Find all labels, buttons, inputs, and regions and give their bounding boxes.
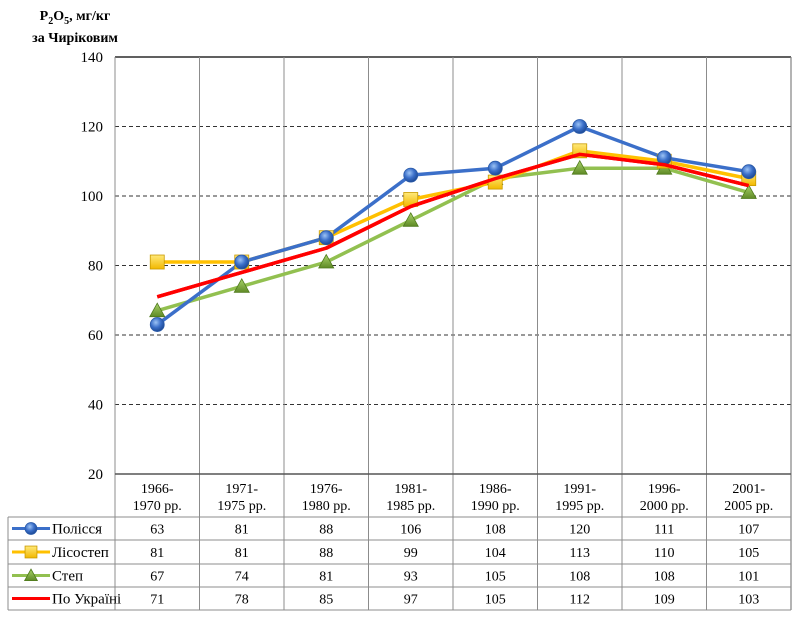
x-tick-label: 2005 рр. bbox=[724, 499, 773, 514]
table-cell: 81 bbox=[319, 570, 333, 585]
triangle-marker bbox=[233, 278, 250, 293]
circle-marker bbox=[403, 167, 419, 183]
circle-marker bbox=[234, 254, 250, 270]
x-tick-label: 2000 рр. bbox=[640, 499, 689, 514]
square-marker bbox=[24, 545, 38, 559]
series-line-1 bbox=[156, 124, 750, 326]
x-tick-label: 1991- bbox=[563, 482, 596, 497]
triangle-marker bbox=[571, 159, 588, 175]
y-tick-label: 40 bbox=[88, 398, 103, 414]
table-cell: 85 bbox=[319, 593, 333, 608]
x-tick-label: 1970 рр. bbox=[133, 499, 182, 514]
gridlines bbox=[114, 56, 792, 610]
table-cell: 110 bbox=[654, 546, 674, 561]
x-tick-label: 1986- bbox=[479, 482, 512, 497]
circle-marker bbox=[572, 119, 588, 134]
table-cell: 101 bbox=[738, 570, 759, 585]
table-cell: 105 bbox=[485, 570, 506, 585]
x-tick-label: 1985 рр. bbox=[386, 499, 435, 514]
series-line-top bbox=[156, 152, 750, 299]
table-cell: 106 bbox=[400, 523, 421, 538]
x-tick-label: 1981- bbox=[394, 482, 427, 497]
circle-marker bbox=[487, 160, 503, 176]
triangle-marker bbox=[740, 184, 757, 199]
y-tick-label: 140 bbox=[81, 50, 104, 66]
x-tick-label: 1980 рр. bbox=[302, 499, 351, 514]
table-cell: 93 bbox=[404, 570, 418, 585]
table-cell: 81 bbox=[150, 546, 164, 561]
x-tick-label: 1966- bbox=[141, 482, 174, 497]
table-cell: 103 bbox=[738, 593, 759, 608]
table-cell: 107 bbox=[738, 523, 759, 538]
circle-marker bbox=[24, 522, 38, 535]
table-cell: 109 bbox=[654, 593, 675, 608]
triangle-marker bbox=[402, 212, 419, 227]
y-tick-label: 20 bbox=[88, 467, 103, 483]
table-cell: 113 bbox=[570, 546, 590, 561]
table-cell: 108 bbox=[569, 570, 590, 585]
square-marker bbox=[149, 254, 165, 270]
x-tick-label: 1971- bbox=[225, 482, 258, 497]
table-cell: 105 bbox=[485, 593, 506, 608]
table-cell: 112 bbox=[570, 593, 590, 608]
table-cell: 71 bbox=[150, 593, 164, 608]
table-cell: 104 bbox=[485, 546, 506, 561]
series-line-3 bbox=[156, 166, 750, 313]
table-cell: 81 bbox=[235, 523, 249, 538]
table-cell: 63 bbox=[150, 523, 164, 538]
table-cell: 88 bbox=[319, 546, 333, 561]
table-cell: 88 bbox=[319, 523, 333, 538]
triangle-marker bbox=[318, 253, 335, 269]
y-tick-label: 120 bbox=[81, 120, 104, 136]
legend-label: Лісостеп bbox=[52, 545, 109, 561]
table-cell: 97 bbox=[404, 593, 418, 608]
table-cell: 108 bbox=[654, 570, 675, 585]
y-axis-subtitle: за Чиріковим bbox=[32, 31, 118, 46]
series-markers bbox=[149, 119, 757, 332]
x-tick-label: 1976- bbox=[310, 482, 343, 497]
table-cell: 111 bbox=[654, 523, 674, 538]
triangle-marker bbox=[23, 568, 39, 581]
y-axis-ticks: 20 40 60 80 100 120 140 bbox=[81, 50, 104, 483]
table-cell: 74 bbox=[235, 570, 249, 585]
y-tick-label: 80 bbox=[88, 259, 103, 275]
table-cell: 78 bbox=[235, 593, 249, 608]
data-table: 1966- 1970 рр. 1971- 1975 рр. 1976- 1980 рр. 1… bbox=[7, 482, 791, 611]
table-cell: 108 bbox=[485, 523, 506, 538]
y-tick-label: 60 bbox=[88, 328, 103, 344]
x-tick-label: 1975 рр. bbox=[217, 499, 266, 514]
legend-label: Степ bbox=[52, 569, 83, 585]
x-tick-label: 2001- bbox=[732, 482, 765, 497]
table-cell: 120 bbox=[569, 523, 590, 538]
table-cell: 99 bbox=[404, 546, 418, 561]
legend-label: По Україні bbox=[52, 592, 121, 608]
x-tick-label: 1995 рр. bbox=[555, 499, 604, 514]
triangle-marker bbox=[149, 302, 166, 318]
circle-marker bbox=[741, 164, 757, 180]
legend-label: Полісся bbox=[52, 522, 102, 538]
y-tick-label: 100 bbox=[81, 189, 104, 205]
table-cell: 81 bbox=[235, 546, 249, 561]
table-cell: 105 bbox=[738, 546, 759, 561]
circle-marker bbox=[318, 230, 334, 246]
circle-marker bbox=[149, 317, 165, 332]
table-cell: 67 bbox=[150, 570, 164, 585]
x-tick-label: 1996- bbox=[648, 482, 681, 497]
y-axis-title: P2O5, мг/кг bbox=[40, 9, 111, 27]
x-tick-label: 1990 рр. bbox=[471, 499, 520, 514]
